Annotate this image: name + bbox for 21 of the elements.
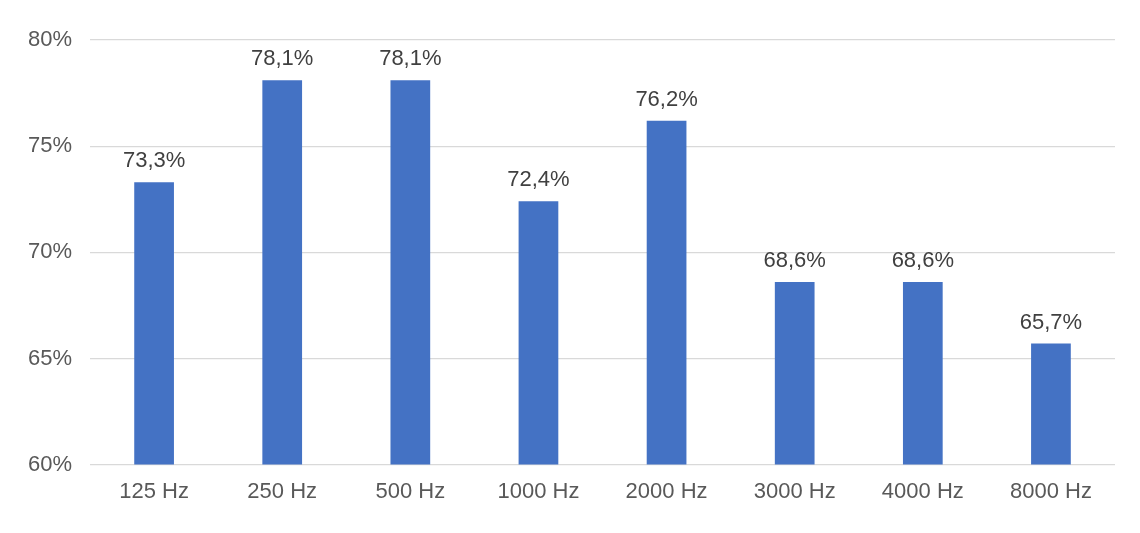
x-tick-label: 250 Hz xyxy=(247,477,318,503)
y-tick-label: 70% xyxy=(27,238,73,264)
y-tick-label: 80% xyxy=(27,26,73,52)
y-tick-label: 75% xyxy=(27,132,73,158)
y-tick-label: 60% xyxy=(27,450,73,476)
data-label: 73,3% xyxy=(122,147,186,173)
x-tick-label: 2000 Hz xyxy=(625,477,708,503)
data-label: 76,2% xyxy=(635,85,698,111)
data-label: 78,1% xyxy=(379,45,442,71)
data-label: 68,6% xyxy=(763,247,826,273)
x-tick-label: 8000 Hz xyxy=(1009,477,1092,503)
x-tick-label: 500 Hz xyxy=(375,477,446,503)
x-tick-label: 3000 Hz xyxy=(753,477,836,503)
y-tick-label: 65% xyxy=(27,344,73,370)
x-tick-label: 4000 Hz xyxy=(881,477,964,503)
data-label: 65,7% xyxy=(1019,308,1083,334)
x-tick-label: 1000 Hz xyxy=(497,477,580,503)
data-label: 78,1% xyxy=(251,45,314,71)
x-tick-label: 125 Hz xyxy=(119,477,189,503)
data-label: 72,4% xyxy=(507,166,570,192)
data-label: 68,6% xyxy=(891,247,955,273)
